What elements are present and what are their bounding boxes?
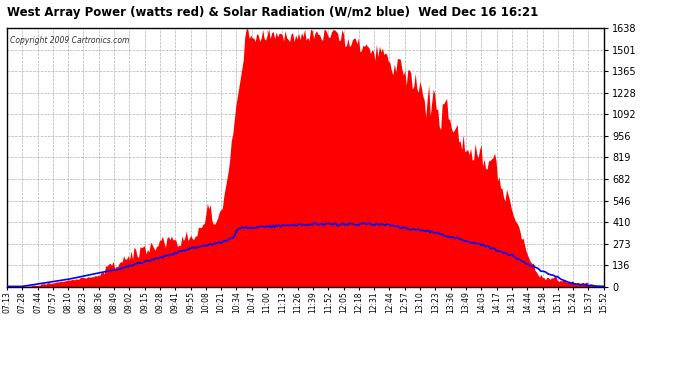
Text: West Array Power (watts red) & Solar Radiation (W/m2 blue)  Wed Dec 16 16:21: West Array Power (watts red) & Solar Rad… bbox=[7, 6, 538, 19]
Text: Copyright 2009 Cartronics.com: Copyright 2009 Cartronics.com bbox=[10, 36, 129, 45]
